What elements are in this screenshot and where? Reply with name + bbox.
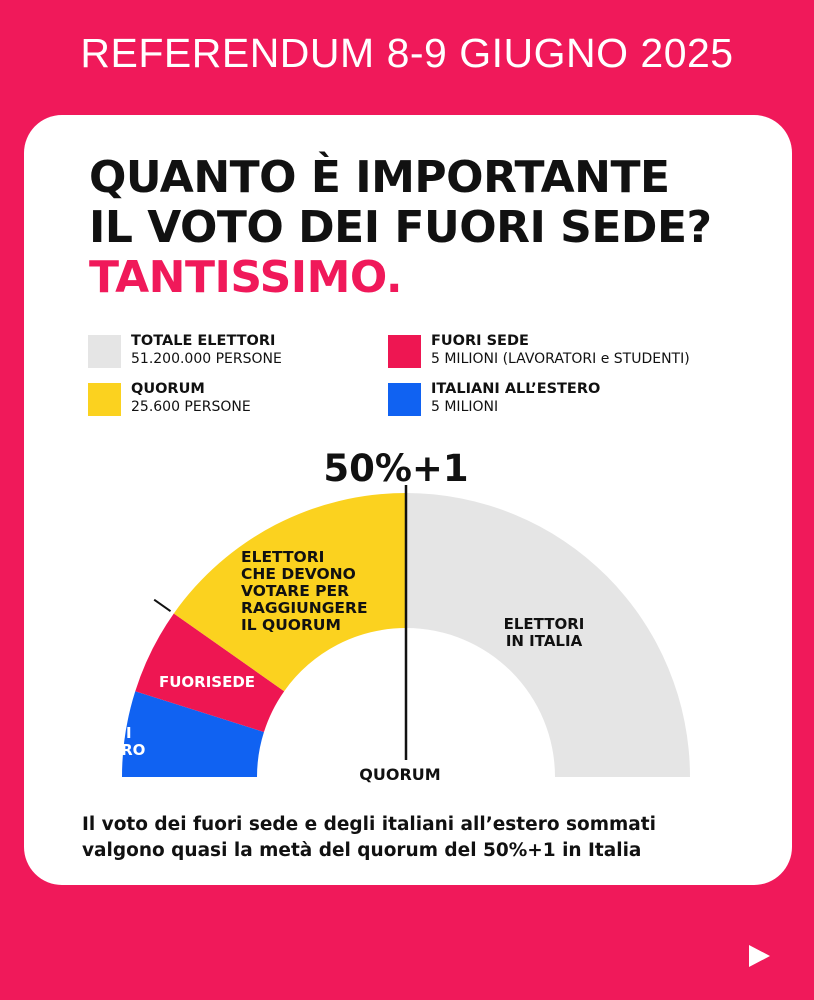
legend-swatch-totale	[88, 335, 121, 368]
legend-name-fuori-sede: FUORI SEDE	[431, 333, 529, 349]
legend-swatch-fuori-sede	[388, 335, 421, 368]
segment-label-0: ITALIANI ALL’ESTERO	[47, 724, 146, 759]
legend-swatch-quorum	[88, 383, 121, 416]
headline-accent: TANTISSIMO.	[89, 252, 403, 303]
segment-elettori-in-italia	[406, 493, 690, 777]
footer-line-1: Il voto dei fuori sede e degli italiani …	[82, 814, 656, 835]
segment-label-3: ELETTORI IN ITALIA	[504, 615, 585, 650]
quorum-start-tick	[153, 598, 172, 612]
threshold-label: 50%+1	[323, 447, 468, 490]
headline: QUANTO È IMPORTANTE IL VOTO DEI FUORI SE…	[89, 153, 712, 303]
legend-swatch-estero	[388, 383, 421, 416]
headline-line-2: IL VOTO DEI FUORI SEDE?	[89, 202, 712, 253]
legend-name-quorum: QUORUM	[131, 381, 205, 397]
segment-label-2: ELETTORI CHE DEVONO VOTARE PER RAGGIUNGERE I…	[241, 548, 368, 634]
quorum-axis-label: QUORUM	[359, 765, 440, 784]
footer-note: Il voto dei fuori sede e degli italiani …	[82, 812, 782, 864]
legend-value-totale: 51.200.000 PERSONE	[131, 351, 282, 367]
legend-value-quorum: 25.600 PERSONE	[131, 399, 251, 415]
segment-italiani-all-estero	[122, 691, 264, 777]
segment-fuori-sede	[135, 613, 285, 733]
infographic-card: QUANTO È IMPORTANTE IL VOTO DEI FUORI SE…	[24, 115, 792, 885]
semicircle-chart: ITALIANI ALL’ESTERO FUORISEDE ELETTORI CHE D…	[47, 447, 690, 784]
play-arrow-icon[interactable]	[746, 943, 772, 969]
legend-value-fuori-sede: 5 MILIONI (LAVORATORI e STUDENTI)	[431, 351, 690, 367]
headline-line-1: QUANTO È IMPORTANTE	[89, 152, 670, 203]
legend-name-estero: ITALIANI ALL’ESTERO	[431, 381, 601, 397]
legend-value-estero: 5 MILIONI	[431, 399, 499, 415]
segment-label-1: FUORISEDE	[159, 673, 255, 691]
page-header: REFERENDUM 8-9 GIUGNO 2025	[80, 30, 734, 76]
footer-line-2: valgono quasi la metà del quorum del 50%…	[82, 840, 642, 861]
segment-quorum	[173, 493, 406, 692]
legend-name-totale: TOTALE ELETTORI	[131, 333, 276, 349]
